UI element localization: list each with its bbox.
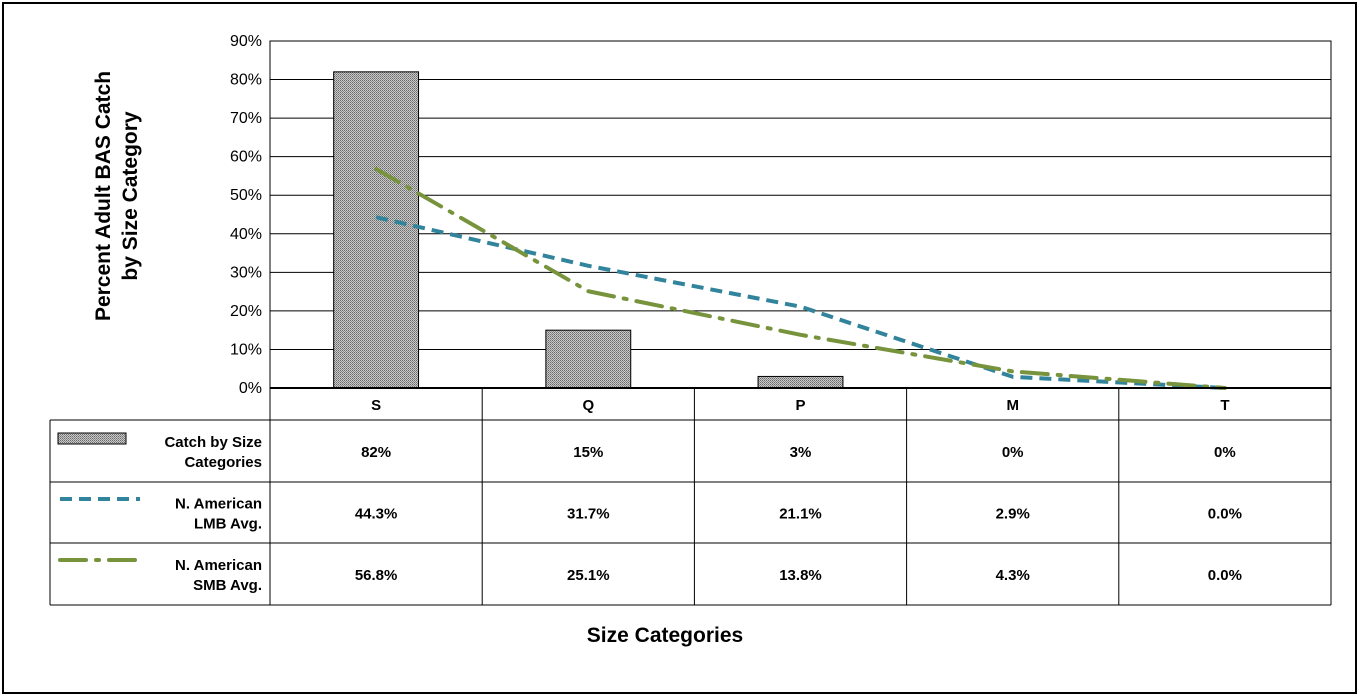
table-cell-value: 56.8%: [355, 567, 398, 584]
table-cell-value: 25.1%: [567, 567, 610, 584]
y-tick-label: 10%: [230, 341, 262, 358]
legend-label-line1: N. American: [175, 557, 262, 574]
table-cell-value: 31.7%: [567, 506, 610, 523]
bars: [333, 71, 844, 389]
bar: [545, 329, 632, 389]
y-axis-label-line1: Percent Adult BAS Catch: [92, 71, 115, 321]
x-tick-label: M: [1006, 397, 1019, 414]
y-tick-label: 60%: [230, 149, 262, 166]
y-tick-labels: 0% 10% 20% 30% 40% 50% 60% 70% 80% 90%: [230, 33, 262, 397]
legend-label-line2: LMB Avg.: [194, 516, 262, 533]
x-tick-label: T: [1220, 397, 1229, 414]
series-lines: [374, 167, 1227, 390]
table-cell-value: 15%: [573, 444, 603, 461]
chart-svg: 0% 10% 20% 30% 40% 50% 60% 70% 80% 90% S Q P M T Catch…: [49, 33, 1332, 647]
legend-label-line2: Categories: [184, 454, 262, 471]
table-cell-value: 13.8%: [779, 567, 822, 584]
table-cell-value: 3%: [790, 444, 812, 461]
x-tick-label: Q: [582, 397, 594, 414]
table-cell-value: 0.0%: [1208, 506, 1242, 523]
y-tick-label: 80%: [230, 72, 262, 89]
y-tick-label: 40%: [230, 226, 262, 243]
table-cell-value: 82%: [361, 444, 391, 461]
legend-key-bar: [57, 432, 127, 445]
x-tick-label: P: [795, 397, 805, 414]
y-tick-label: 20%: [230, 303, 262, 320]
data-table: S Q P M T Catch by Size Categories 82% 15% 3% 0% 0%…: [49, 388, 1332, 606]
legend-label-line1: Catch by Size: [164, 434, 262, 451]
table-cell-value: 0%: [1002, 444, 1024, 461]
table-cell-value: 44.3%: [355, 506, 398, 523]
table-cell-value: 0.0%: [1208, 567, 1242, 584]
bar: [757, 375, 844, 389]
table-cell-value: 4.3%: [996, 567, 1030, 584]
x-tick-label: S: [371, 397, 381, 414]
y-tick-label: 0%: [239, 380, 262, 397]
axes: [269, 40, 1332, 389]
x-axis-label: Size Categories: [587, 624, 743, 647]
y-tick-label: 30%: [230, 264, 262, 281]
y-axis-label-line2: by Size Category: [119, 111, 142, 281]
y-tick-label: 90%: [230, 33, 262, 50]
y-tick-label: 50%: [230, 187, 262, 204]
series-line-2: [374, 167, 1227, 390]
table-cell-value: 0%: [1214, 444, 1236, 461]
bar: [333, 71, 420, 389]
legend-label-line2: SMB Avg.: [193, 577, 262, 594]
series-line-1: [375, 215, 1226, 390]
gridlines: [270, 40, 1331, 350]
table-cell-value: 2.9%: [996, 506, 1030, 523]
legend-label-line1: N. American: [175, 496, 262, 513]
y-tick-label: 70%: [230, 110, 262, 127]
table-cell-value: 21.1%: [779, 506, 822, 523]
